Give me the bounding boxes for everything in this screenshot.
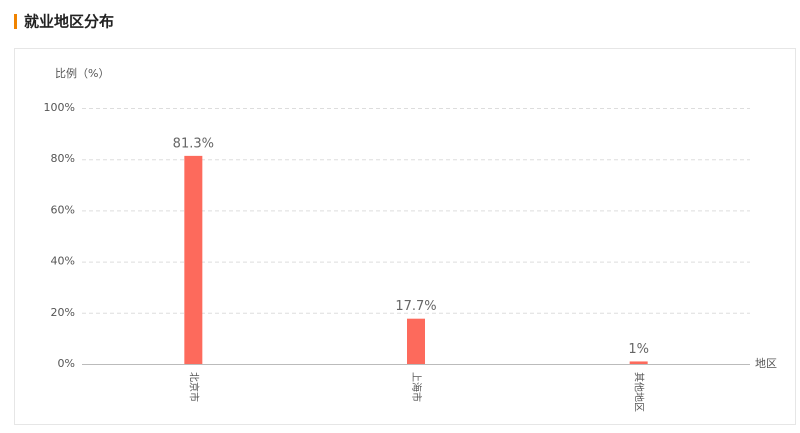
data-label: 81.3%: [173, 136, 214, 151]
bar: [629, 361, 648, 364]
chart-title: 就业地区分布: [24, 13, 114, 31]
y-tick-label: 80%: [51, 152, 75, 165]
bar: [407, 318, 425, 364]
x-tick-label: 上海市: [410, 372, 423, 402]
data-label: 17.7%: [395, 299, 436, 314]
bar: [184, 155, 203, 364]
x-tick-label: 北京市: [187, 372, 200, 402]
y-tick-label: 100%: [44, 101, 75, 114]
x-axis-label: 地区: [755, 357, 777, 370]
x-tick-label: 其他地区: [633, 372, 646, 412]
y-tick-label: 40%: [51, 255, 75, 268]
y-tick-label: 0%: [58, 357, 75, 370]
y-tick-label: 60%: [51, 203, 75, 216]
y-axis-label: 比例（%）: [55, 66, 109, 80]
panel: [14, 48, 796, 425]
title-accent: [14, 14, 17, 29]
y-tick-label: 20%: [51, 306, 75, 319]
data-label: 1%: [628, 342, 649, 357]
